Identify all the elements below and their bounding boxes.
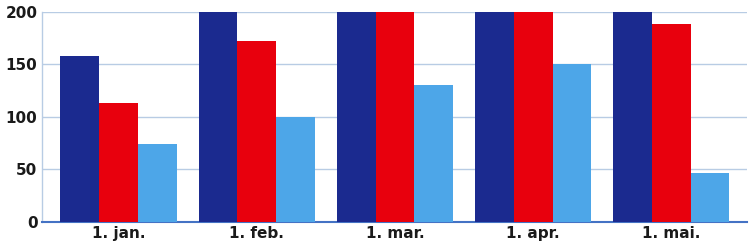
Bar bbox=[652, 24, 691, 222]
Bar bbox=[99, 103, 138, 222]
Bar bbox=[553, 64, 591, 222]
Bar bbox=[376, 1, 414, 222]
Bar bbox=[276, 117, 315, 222]
Bar bbox=[237, 41, 276, 222]
Bar bbox=[514, 1, 553, 222]
Bar bbox=[691, 173, 730, 222]
Bar bbox=[138, 144, 176, 222]
Bar bbox=[475, 1, 514, 222]
Bar bbox=[337, 0, 376, 222]
Bar bbox=[60, 56, 99, 222]
Bar bbox=[414, 85, 453, 222]
Bar bbox=[199, 1, 237, 222]
Bar bbox=[614, 1, 652, 222]
